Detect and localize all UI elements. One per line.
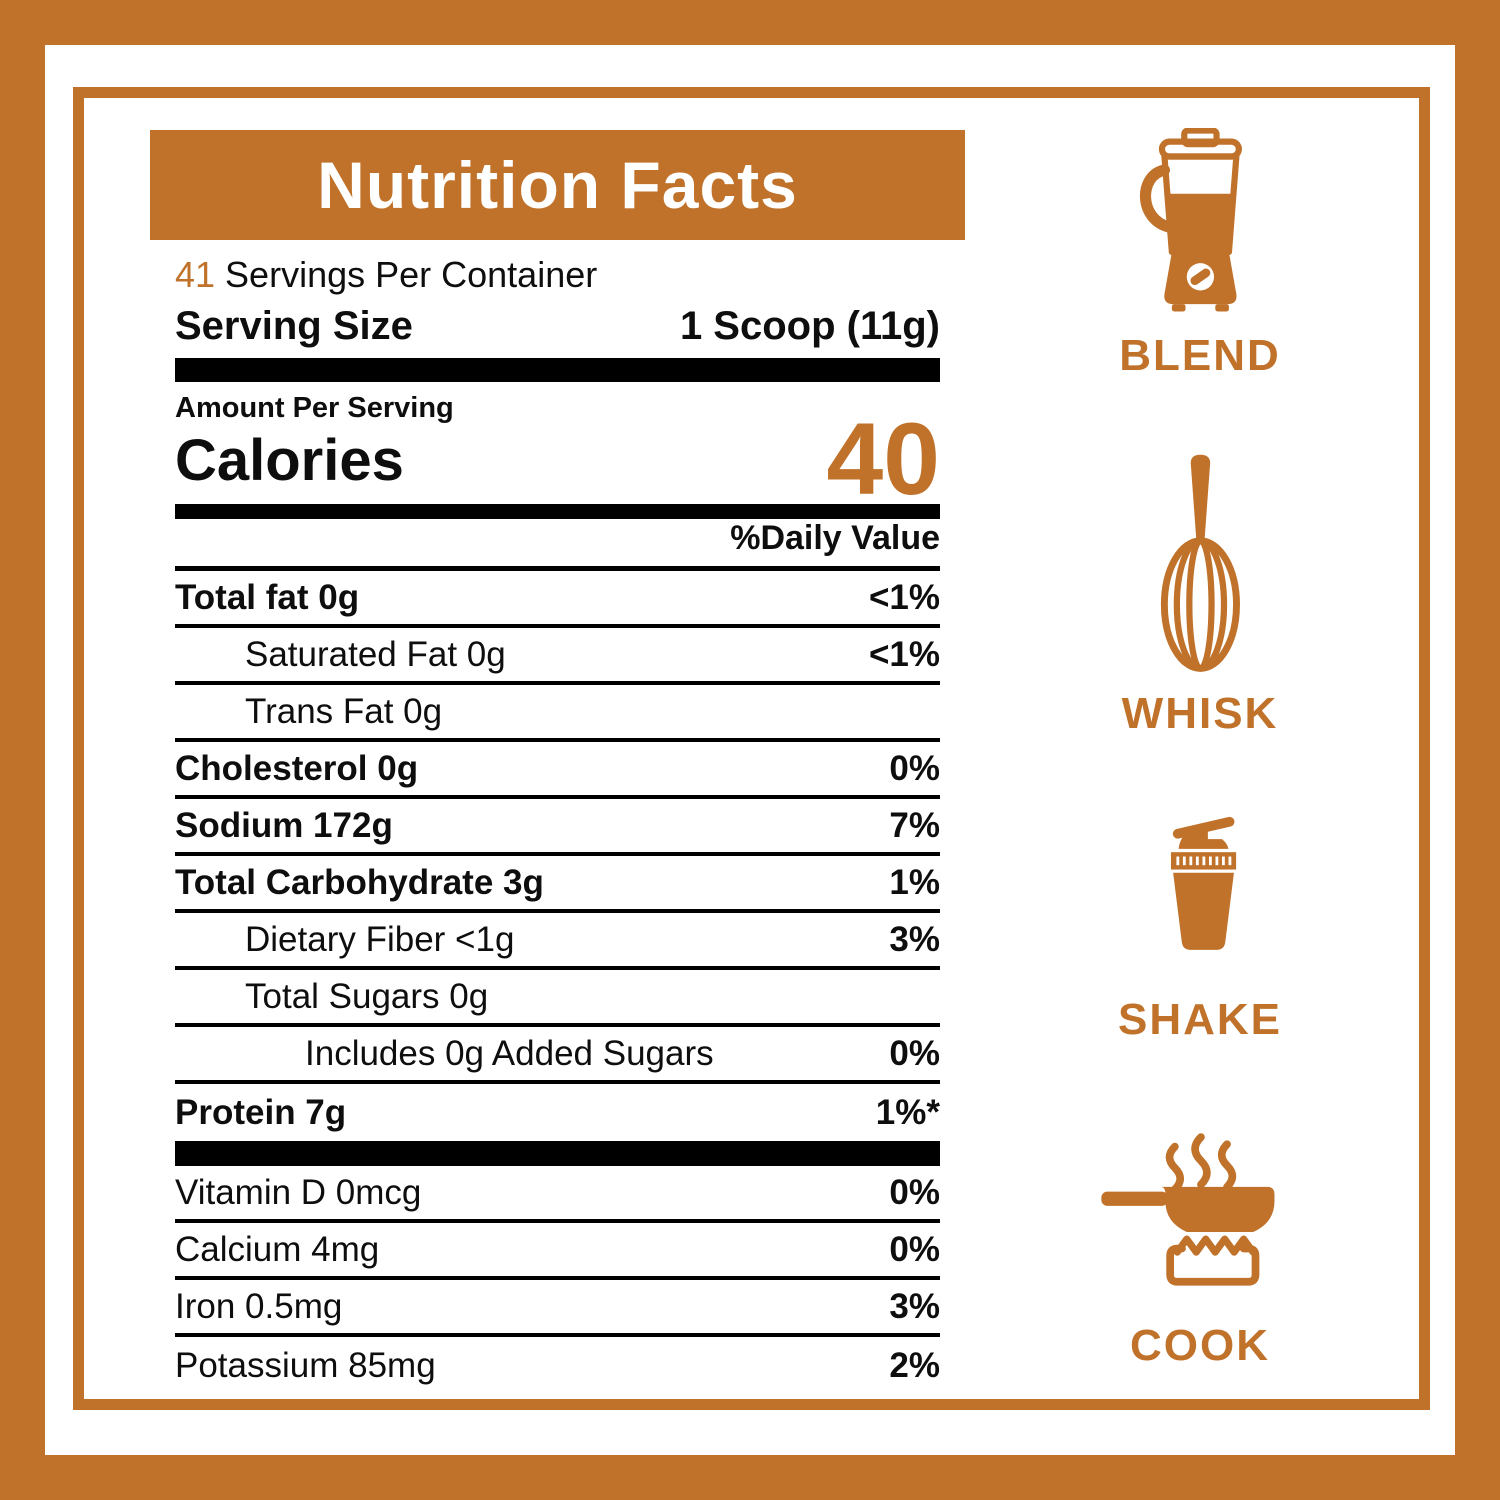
nutrient-name: Vitamin D 0mcg xyxy=(175,1172,422,1212)
table-row: Total fat 0g <1% xyxy=(175,571,940,628)
calories-value: 40 xyxy=(826,402,940,517)
shaker-bottle-icon xyxy=(1146,812,1255,969)
thick-divider-bar xyxy=(175,1141,940,1166)
nutrient-name: Includes 0g Added Sugars xyxy=(305,1033,714,1073)
nutrient-name: Sodium 172g xyxy=(175,805,393,845)
table-row: Calcium 4mg 0% xyxy=(175,1223,940,1280)
method-label: SHAKE xyxy=(1117,995,1283,1044)
whisk-icon xyxy=(1138,452,1263,679)
nutrient-daily-value: <1% xyxy=(868,577,940,617)
nutrient-daily-value: 1%* xyxy=(875,1092,940,1132)
nutrient-daily-value: 0% xyxy=(889,1229,940,1269)
table-row: Cholesterol 0g 0% xyxy=(175,742,940,799)
nutrient-name: Iron 0.5mg xyxy=(175,1286,343,1326)
micronutrient-rows: Vitamin D 0mcg 0% Calcium 4mg 0% Iron 0.… xyxy=(175,1166,940,1394)
table-row: Sodium 172g 7% xyxy=(175,799,940,856)
nutrient-rows: Total fat 0g <1% Saturated Fat 0g <1% Tr… xyxy=(175,571,940,1141)
method-item: SHAKE xyxy=(1060,812,1340,1045)
serving-size-label: Serving Size xyxy=(175,303,413,348)
nutrient-daily-value: 3% xyxy=(889,919,940,959)
nutrient-name: Trans Fat 0g xyxy=(245,691,443,731)
calories-label: Calories xyxy=(175,428,404,493)
nutrient-daily-value: <1% xyxy=(868,634,940,674)
cooking-pan-icon xyxy=(1099,1130,1301,1301)
nutrient-name: Total Sugars 0g xyxy=(245,976,489,1016)
table-row: Iron 0.5mg 3% xyxy=(175,1280,940,1337)
daily-value-header: %Daily Value xyxy=(175,519,940,571)
serving-size-value: 1 Scoop (11g) xyxy=(679,303,940,348)
method-label: COOK xyxy=(1130,1321,1270,1370)
table-row: Vitamin D 0mcg 0% xyxy=(175,1166,940,1223)
method-item: BLEND xyxy=(1060,127,1340,381)
blender-icon xyxy=(1126,127,1275,319)
amount-per-serving-label: Amount Per Serving xyxy=(175,392,454,424)
table-row: Includes 0g Added Sugars 0% xyxy=(175,1027,940,1084)
table-row: Trans Fat 0g xyxy=(175,685,940,742)
nutrient-daily-value: 3% xyxy=(889,1286,940,1326)
page-title: Nutrition Facts xyxy=(317,148,798,222)
nutrient-daily-value: 1% xyxy=(889,862,940,902)
nutrition-facts-panel: Nutrition Facts 41 Servings Per Container… xyxy=(150,130,965,1394)
nutrient-name: Total fat 0g xyxy=(175,577,360,617)
medium-divider-bar xyxy=(175,504,940,519)
nutrient-daily-value: 0% xyxy=(889,1033,940,1073)
servings-count: 41 xyxy=(175,254,216,295)
nutrient-daily-value: 0% xyxy=(889,1172,940,1212)
table-row: Total Carbohydrate 3g 1% xyxy=(175,856,940,913)
nutrient-daily-value: 2% xyxy=(889,1345,940,1385)
nutrition-facts-body: 41 Servings Per Container Serving Size 1 … xyxy=(175,240,940,1394)
preparation-methods: BLEND WHISK SHAKE xyxy=(1060,0,1340,1500)
nutrient-name: Protein 7g xyxy=(175,1092,347,1132)
method-item: COOK xyxy=(1060,1130,1340,1371)
servings-text: Servings Per Container xyxy=(225,254,598,295)
table-row: Total Sugars 0g xyxy=(175,970,940,1027)
method-item: WHISK xyxy=(1060,452,1340,739)
table-row: Saturated Fat 0g <1% xyxy=(175,628,940,685)
nutrient-daily-value: 7% xyxy=(889,805,940,845)
nutrition-facts-header: Nutrition Facts xyxy=(150,130,965,240)
calories-block: Amount Per Serving Calories 40 xyxy=(175,382,940,517)
nutrient-name: Calcium 4mg xyxy=(175,1229,380,1269)
nutrient-name: Saturated Fat 0g xyxy=(245,634,506,674)
method-label: WHISK xyxy=(1121,689,1279,738)
thick-divider-bar xyxy=(175,358,940,382)
servings-per-container: 41 Servings Per Container xyxy=(175,240,940,298)
nutrient-daily-value: 0% xyxy=(889,748,940,788)
table-row: Potassium 85mg 2% xyxy=(175,1337,940,1394)
table-row: Dietary Fiber <1g 3% xyxy=(175,913,940,970)
nutrient-name: Dietary Fiber <1g xyxy=(245,919,515,959)
nutrient-name: Total Carbohydrate 3g xyxy=(175,862,544,902)
method-label: BLEND xyxy=(1119,331,1281,380)
nutrient-name: Potassium 85mg xyxy=(175,1345,436,1385)
table-row: Protein 7g 1%* xyxy=(175,1084,940,1141)
serving-size-row: Serving Size 1 Scoop (11g) xyxy=(175,298,940,354)
nutrient-name: Cholesterol 0g xyxy=(175,748,419,788)
